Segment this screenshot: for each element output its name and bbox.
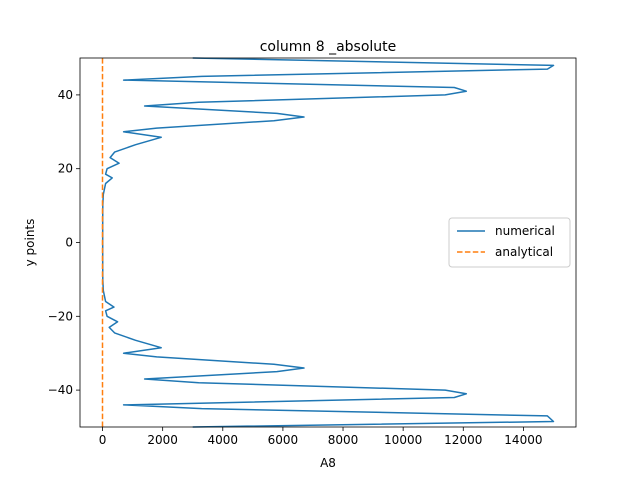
y-tick-label: 40 (58, 88, 73, 102)
x-tick-label: 12000 (444, 433, 482, 447)
x-axis-label: A8 (320, 456, 336, 470)
y-tick-label: 20 (58, 162, 73, 176)
y-tick-label: 0 (65, 236, 73, 250)
x-tick-label: 6000 (268, 433, 299, 447)
y-tick-label: −40 (48, 383, 73, 397)
y-axis-ticks: −40 −20 0 20 40 (48, 88, 80, 397)
x-tick-label: 2000 (147, 433, 178, 447)
y-tick-label: −20 (48, 309, 73, 323)
legend: numerical analytical (448, 217, 571, 268)
legend-label-numerical: numerical (495, 224, 555, 238)
series-layer (101, 57, 555, 428)
x-tick-label: 10000 (384, 433, 422, 447)
x-axis-ticks: 0 2000 4000 6000 8000 10000 12000 14000 (99, 427, 542, 447)
x-tick-label: 0 (99, 433, 107, 447)
legend-label-analytical: analytical (495, 245, 553, 259)
chart-title: column 8 _absolute (260, 39, 397, 55)
x-tick-label: 14000 (504, 433, 542, 447)
y-axis-label: y points (23, 219, 37, 267)
x-tick-label: 4000 (208, 433, 239, 447)
x-tick-label: 8000 (328, 433, 359, 447)
